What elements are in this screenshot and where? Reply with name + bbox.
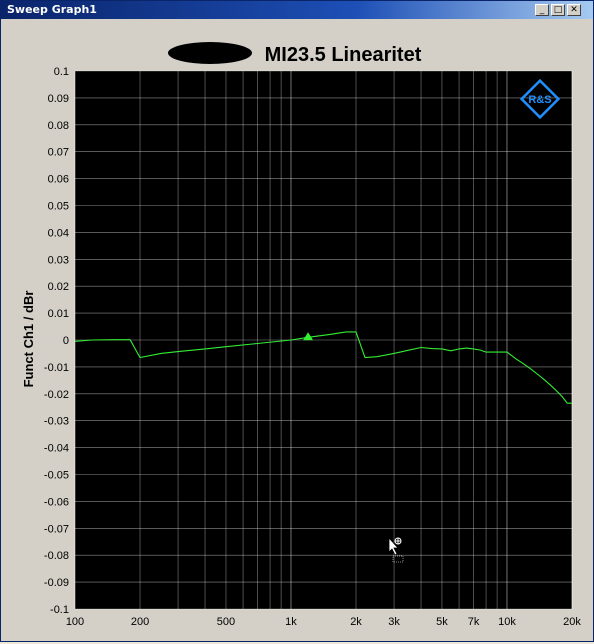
x-tick-label: 1k bbox=[285, 616, 297, 628]
y-tick-label: 0.01 bbox=[48, 308, 69, 320]
x-tick-label: 500 bbox=[217, 616, 235, 628]
sweep-chart: MI23.5 Linearitet Funct Ch1 / dBr 0.1 0.0… bbox=[21, 42, 582, 628]
y-tick-label: 0.04 bbox=[48, 227, 69, 239]
x-tick-label: 20k bbox=[563, 616, 581, 628]
y-tick-label: -0.01 bbox=[44, 362, 69, 374]
y-tick-label: -0.06 bbox=[44, 496, 69, 508]
x-tick-label: 5k bbox=[436, 616, 448, 628]
y-tick-label: -0.08 bbox=[44, 550, 69, 562]
title-bar[interactable]: Sweep Graph1 _ □ ✕ bbox=[1, 1, 593, 19]
series-line-ch1 bbox=[74, 331, 572, 404]
grid-lines bbox=[74, 70, 573, 610]
y-tick-label: 0.02 bbox=[48, 281, 69, 293]
cursor-marker[interactable] bbox=[303, 332, 314, 341]
x-tick-label: 10k bbox=[498, 616, 516, 628]
y-tick-label: -0.09 bbox=[44, 577, 69, 589]
minimize-button[interactable]: _ bbox=[535, 4, 549, 16]
y-tick-label: 0 bbox=[63, 335, 69, 347]
maximize-button[interactable]: □ bbox=[551, 4, 565, 16]
y-tick-label: -0.02 bbox=[44, 389, 69, 401]
y-tick-label: -0.1 bbox=[50, 604, 69, 616]
y-tick-label: -0.04 bbox=[44, 443, 69, 455]
x-tick-label: 100 bbox=[66, 616, 84, 628]
x-tick-label: 3k bbox=[388, 616, 400, 628]
y-tick-label: 0.03 bbox=[48, 254, 69, 266]
x-tick-label: 7k bbox=[468, 616, 480, 628]
x-tick-labels: 100 200 500 1k 2k 3k 5k 7k 10k 20k bbox=[66, 616, 582, 628]
x-tick-label: 2k bbox=[350, 616, 362, 628]
y-tick-label: -0.05 bbox=[44, 470, 69, 482]
x-tick-label: 200 bbox=[131, 616, 149, 628]
y-axis-label: Funct Ch1 / dBr bbox=[21, 291, 36, 388]
y-tick-label: -0.03 bbox=[44, 416, 69, 428]
y-tick-label: 0.09 bbox=[48, 93, 69, 105]
mouse-cursor-icon bbox=[388, 536, 404, 563]
rs-logo: R&S bbox=[519, 78, 561, 120]
y-tick-labels: 0.1 0.09 0.08 0.07 0.06 0.05 0.04 0.03 0.02 0.01 0… bbox=[44, 66, 69, 616]
close-button[interactable]: ✕ bbox=[567, 4, 581, 16]
y-tick-label: 0.08 bbox=[48, 120, 69, 132]
graph-area: MI23.5 Linearitet Funct Ch1 / dBr 0.1 0.0… bbox=[5, 21, 589, 639]
y-tick-label: 0.07 bbox=[48, 147, 69, 159]
redaction-mark bbox=[168, 42, 252, 64]
window-title: Sweep Graph1 bbox=[7, 3, 97, 16]
y-tick-label: 0.05 bbox=[48, 201, 69, 213]
rs-logo-text: R&S bbox=[528, 94, 551, 106]
y-tick-label: -0.07 bbox=[44, 523, 69, 535]
y-tick-label: 0.06 bbox=[48, 174, 69, 186]
chart-title: MI23.5 Linearitet bbox=[265, 44, 422, 66]
y-tick-label: 0.1 bbox=[54, 66, 69, 78]
